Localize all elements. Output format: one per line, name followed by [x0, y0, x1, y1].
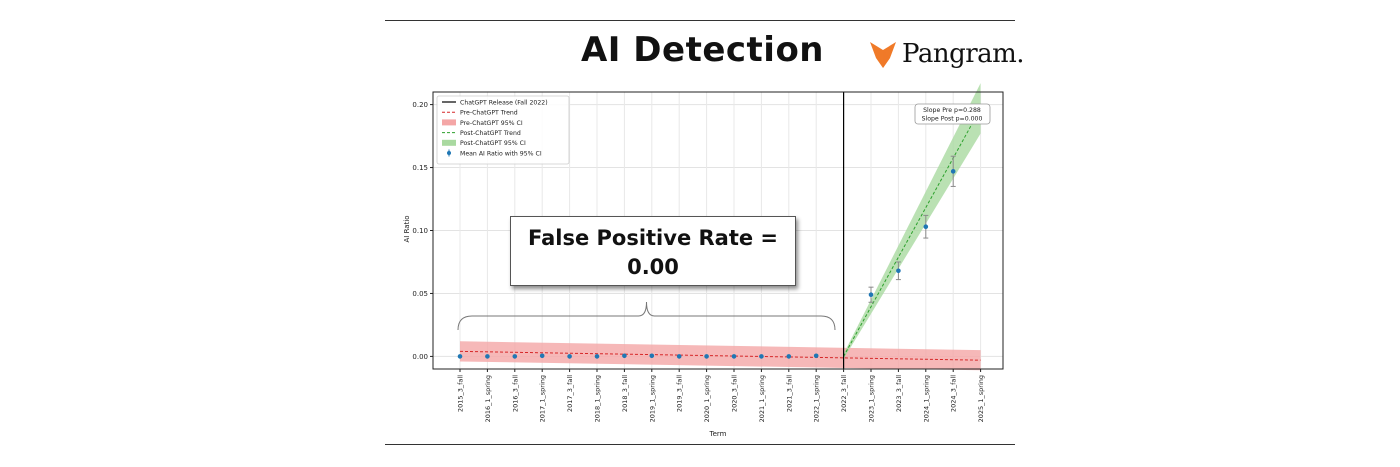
top-rule	[385, 20, 1015, 21]
data-point	[759, 354, 764, 359]
x-tick-label: 2015_3_fall	[457, 375, 465, 412]
y-tick-label: 0.15	[412, 164, 428, 172]
x-tick-label: 2021_1_spring	[758, 375, 766, 422]
data-point	[539, 353, 545, 359]
data-point	[457, 354, 463, 359]
data-point	[731, 354, 737, 359]
x-tick-label: 2018_3_fall	[621, 375, 629, 412]
x-tick-label: 2024_1_spring	[922, 375, 930, 422]
legend-swatch-point	[447, 151, 451, 155]
x-tick-label: 2017_3_fall	[566, 375, 574, 412]
brand-name: Pangram.	[902, 39, 1025, 69]
x-tick-label: 2019_1_spring	[648, 375, 656, 422]
data-point	[622, 353, 627, 359]
x-tick-label: 2018_1_spring	[594, 375, 602, 422]
brace-path	[457, 301, 836, 331]
y-tick-label: 0.20	[412, 101, 428, 109]
callout-line-1: False Positive Rate =	[527, 226, 779, 250]
post-ci-band	[843, 83, 981, 359]
legend: ChatGPT Release (Fall 2022) Pre-ChatGPT T…	[436, 95, 570, 165]
page-title: AI Detection	[580, 30, 825, 70]
x-tick-label: 2022_1_spring	[813, 375, 821, 422]
x-tick-label: 2016_3_fall	[511, 375, 519, 412]
x-tick-label: 2021_3_fall	[785, 375, 793, 412]
x-tick-label: 2025_1_spring	[977, 375, 985, 422]
pre-period-brace	[457, 301, 836, 331]
data-points	[457, 155, 956, 359]
data-point	[950, 169, 956, 174]
stats-box-frame	[914, 103, 991, 125]
false-positive-callout: False Positive Rate = 0.00	[510, 216, 796, 286]
legend-label: Mean AI Ratio with 95% CI	[460, 150, 542, 157]
pre-trend-line	[459, 350, 981, 361]
legend-label: Post-ChatGPT 95% CI	[460, 140, 526, 147]
data-point	[704, 354, 709, 359]
y-tick-label: 0.10	[412, 227, 428, 235]
y-ticks: 0.00 0.05 0.10 0.15 0.20	[412, 101, 433, 361]
x-ticks: 2015_3_fall 2016_1_spring 2016_3_fall 2017_…	[457, 369, 985, 422]
x-tick-label: 2023_1_spring	[868, 375, 876, 422]
callout-line-2: 0.00	[627, 255, 679, 279]
legend-label: Pre-ChatGPT 95% CI	[460, 120, 523, 127]
stats-line: Slope Pre p=0.288	[923, 107, 981, 114]
legend-box	[436, 95, 570, 165]
bottom-rule	[385, 444, 1015, 445]
x-tick-label: 2016_1_spring	[484, 375, 492, 422]
x-tick-label: 2022_3_fall	[840, 375, 848, 412]
data-point	[649, 353, 655, 359]
legend-label: Post-ChatGPT Trend	[460, 130, 521, 137]
legend-swatch-band	[442, 139, 456, 146]
x-axis-label: Term	[709, 430, 727, 438]
post-trend-line	[843, 108, 982, 357]
data-point	[567, 354, 572, 359]
trend-lines	[459, 108, 982, 361]
legend-label: Pre-ChatGPT Trend	[460, 110, 518, 117]
x-tick-label: 2024_3_fall	[950, 375, 958, 412]
legend-swatch-band	[442, 119, 456, 126]
data-point	[594, 354, 600, 359]
x-tick-label: 2020_3_fall	[731, 375, 739, 412]
x-tick-label: 2017_1_spring	[539, 375, 547, 422]
data-point	[512, 354, 518, 359]
fox-logo-icon	[870, 42, 896, 68]
stats-line: Slope Post p=0.000	[922, 116, 983, 123]
y-axis-label: AI Ratio	[403, 215, 411, 242]
data-point	[813, 353, 819, 359]
legend-label: ChatGPT Release (Fall 2022)	[460, 99, 548, 106]
data-point	[485, 354, 490, 359]
brand: Pangram.	[868, 38, 1025, 70]
data-point	[923, 224, 929, 230]
x-tick-label: 2020_1_spring	[703, 375, 711, 422]
data-point	[786, 354, 792, 359]
data-point	[868, 292, 874, 298]
x-tick-label: 2019_3_fall	[676, 375, 684, 412]
stats-box: Slope Pre p=0.288 Slope Post p=0.000	[914, 103, 991, 125]
y-tick-label: 0.00	[412, 353, 428, 361]
y-tick-label: 0.05	[412, 290, 428, 298]
data-point	[676, 354, 682, 359]
x-tick-label: 2023_3_fall	[895, 375, 903, 412]
data-point	[896, 268, 901, 274]
